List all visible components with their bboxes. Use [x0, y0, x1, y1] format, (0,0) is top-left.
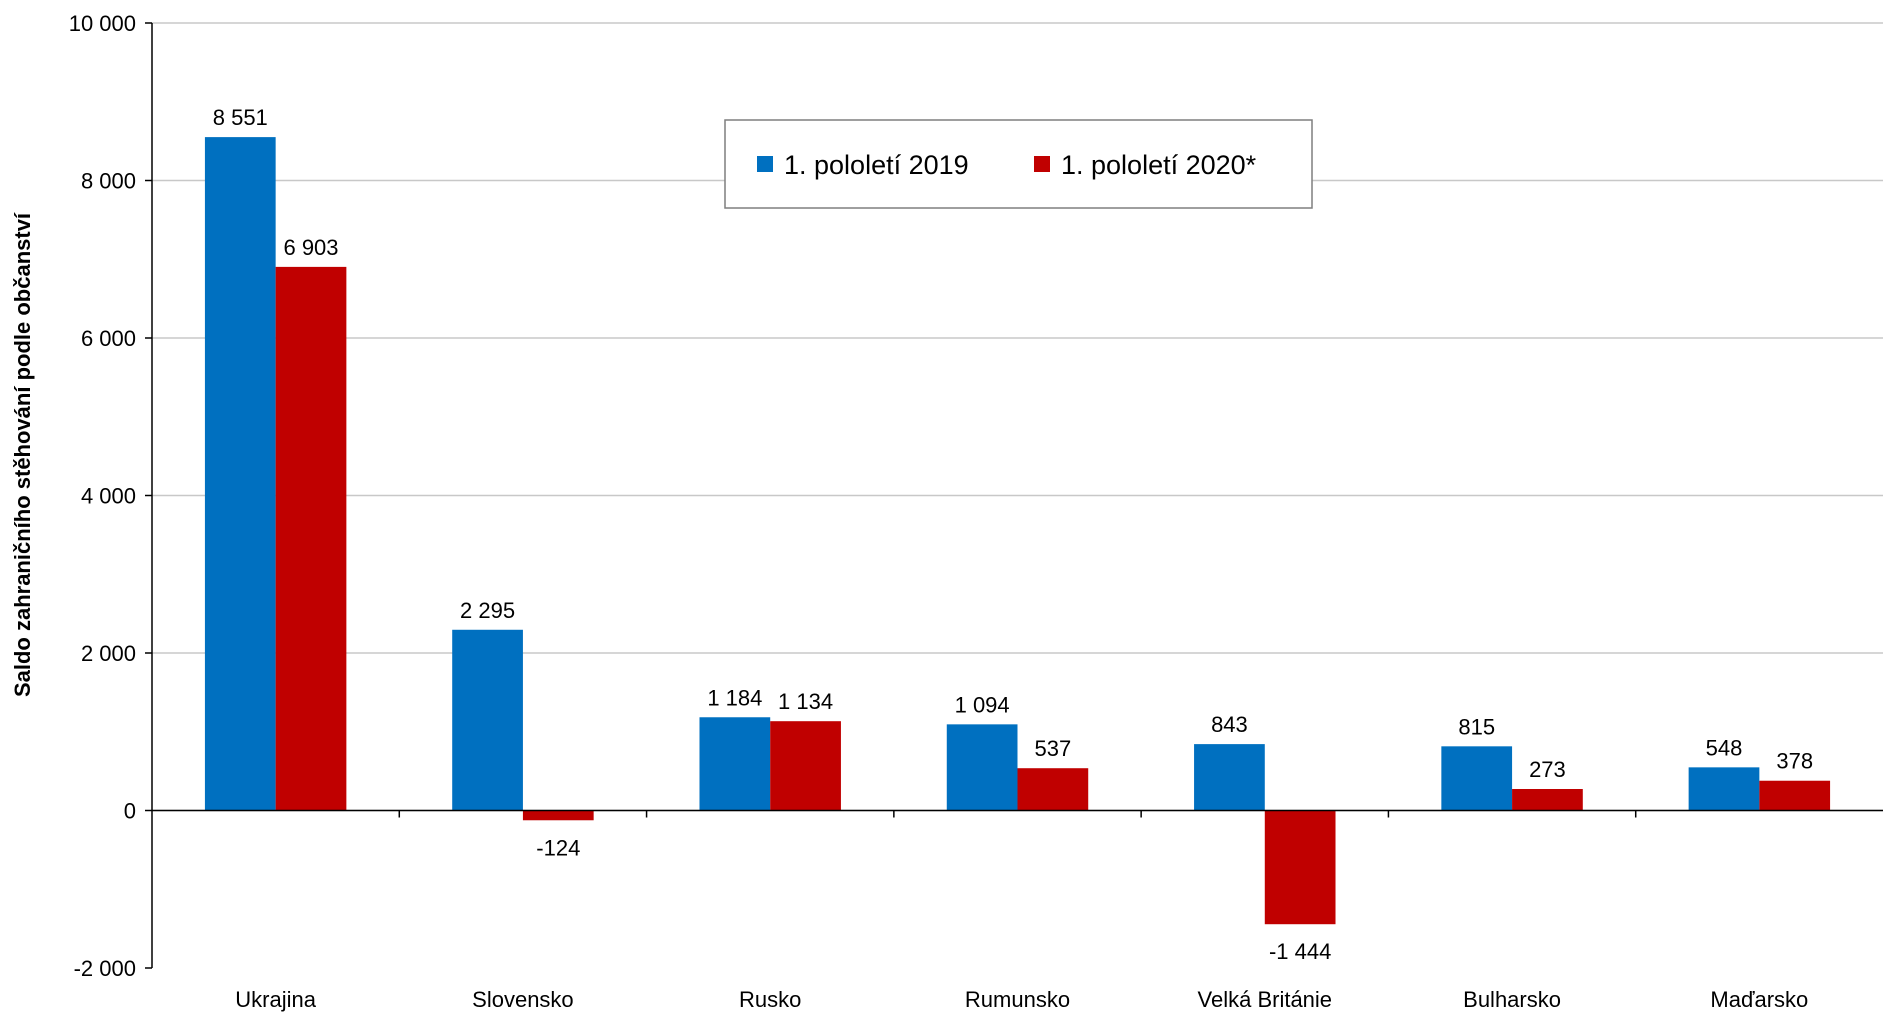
data-label: -1 444: [1269, 939, 1331, 964]
bar-2020-5: [1512, 789, 1583, 811]
bar-2020-2: [770, 721, 841, 811]
bar-2020-3: [1017, 768, 1089, 811]
bar-2020-1: [522, 810, 594, 821]
axes: -2 000 0 2 000 4 000 6 000 8 000 10 000 Ukrajin…: [69, 11, 1883, 1012]
category-label: Bulharsko: [1463, 987, 1561, 1012]
bar-2019-6: [1688, 767, 1760, 811]
data-label: 6 903: [283, 235, 338, 260]
bar-2019-3: [946, 724, 1018, 811]
legend: 1. pololetí 2019 1. pololetí 2020*: [724, 119, 1313, 209]
data-label: 273: [1529, 757, 1566, 782]
y-tick-label: 8 000: [81, 169, 136, 194]
legend-swatch-2020: [1034, 156, 1050, 172]
data-label: 815: [1458, 714, 1495, 739]
data-label: 8 551: [213, 105, 268, 130]
bar-2019-1: [452, 629, 523, 811]
category-label: Rumunsko: [965, 987, 1070, 1012]
legend-box: [724, 119, 1313, 209]
category-label: Ukrajina: [235, 987, 316, 1012]
bars: [204, 137, 1831, 925]
y-tick-label: -2 000: [74, 956, 136, 981]
legend-label-2019: 1. pololetí 2019: [784, 150, 969, 180]
data-label: 843: [1211, 712, 1248, 737]
data-label: 2 295: [460, 598, 515, 623]
category-label: Slovensko: [472, 987, 574, 1012]
bar-2020-0: [275, 266, 347, 811]
y-axis-title: Saldo zahraničního stěhování podle občan…: [10, 212, 35, 697]
bar-2020-4: [1264, 810, 1336, 925]
category-label: Rusko: [739, 987, 801, 1012]
y-tick-label: 0: [124, 799, 136, 824]
legend-label-2020: 1. pololetí 2020*: [1061, 150, 1257, 180]
bar-2019-5: [1441, 746, 1513, 811]
legend-swatch-2019: [757, 156, 773, 172]
data-label: 378: [1776, 749, 1813, 774]
category-label: Maďarsko: [1710, 987, 1808, 1012]
data-label: 1 184: [707, 685, 762, 710]
y-tick-label: 10 000: [69, 11, 136, 36]
bar-2019-2: [699, 717, 771, 811]
data-label: 548: [1706, 735, 1743, 760]
data-label: 537: [1035, 736, 1072, 761]
data-label: -124: [536, 835, 580, 860]
data-labels: 8 551 6 903 2 295 -124 1 184 1 134 1 094 537 843…: [213, 105, 1813, 964]
data-label: 1 134: [778, 689, 833, 714]
data-label: 1 094: [955, 692, 1010, 717]
bar-2019-4: [1194, 744, 1265, 811]
y-tick-label: 4 000: [81, 484, 136, 509]
bar-2020-6: [1759, 780, 1831, 811]
bar-2019-0: [204, 137, 276, 811]
y-tick-label: 2 000: [81, 641, 136, 666]
category-label: Velká Británie: [1198, 987, 1333, 1012]
y-tick-label: 6 000: [81, 326, 136, 351]
